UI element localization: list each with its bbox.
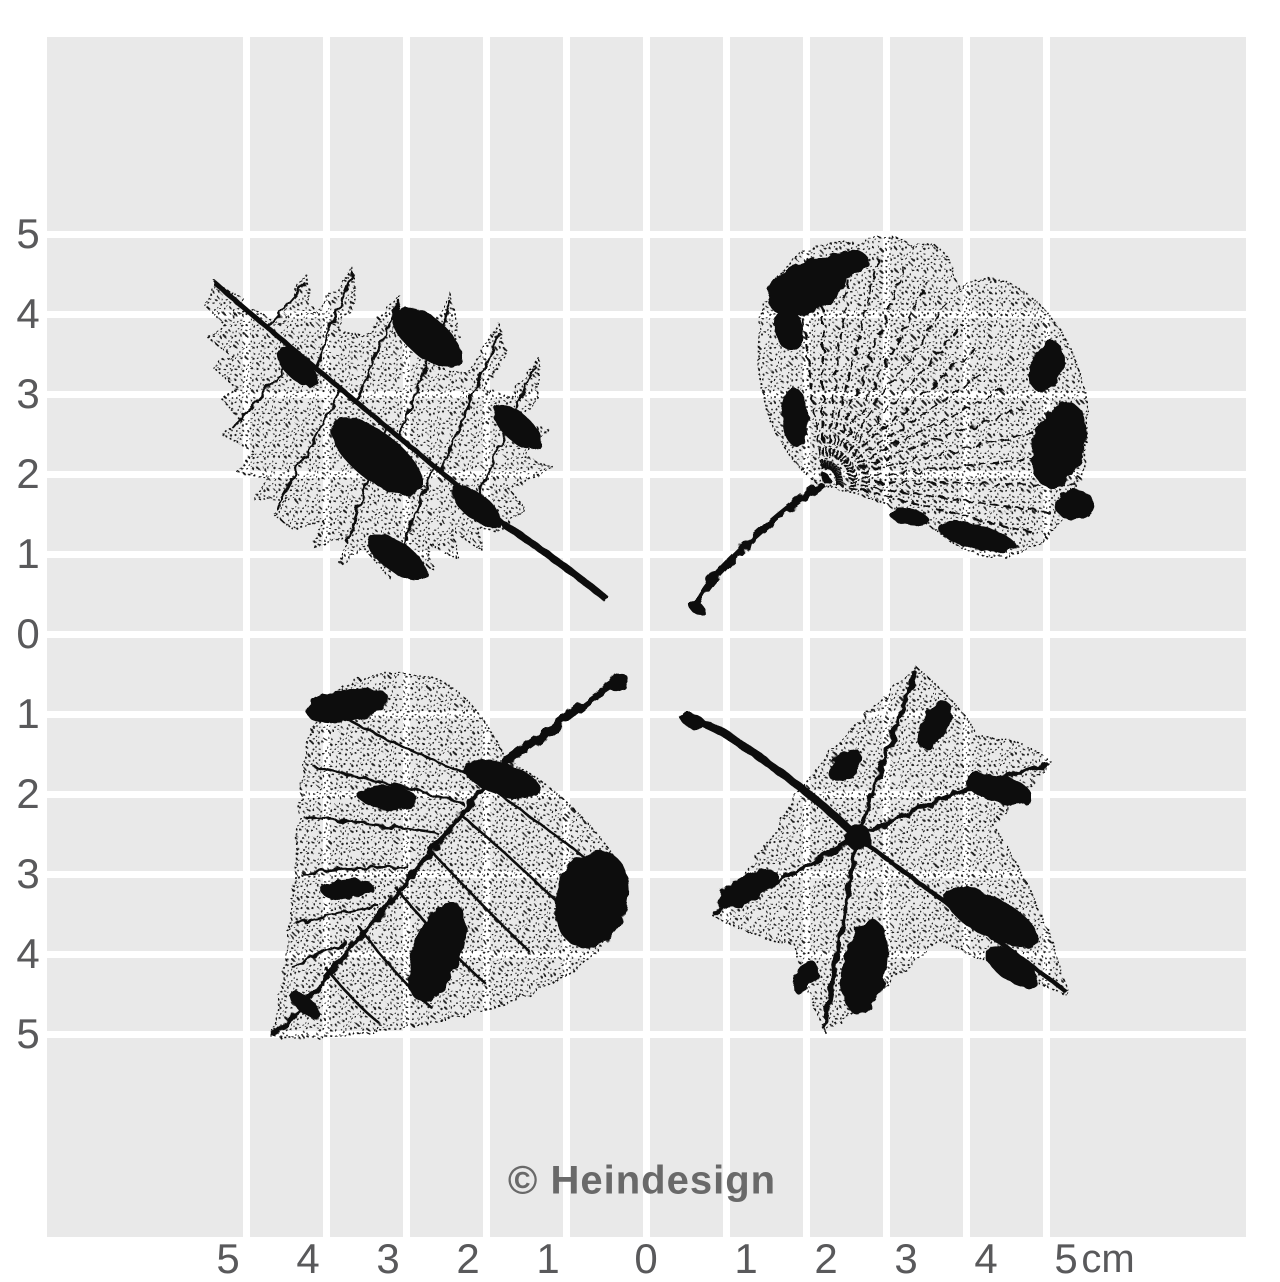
y-axis-label: 2 — [16, 770, 40, 817]
linden-midrib-vein — [272, 758, 509, 1038]
oak-ink-blotches — [277, 305, 542, 581]
linden-leaf-silhouette — [271, 672, 626, 1039]
ginkgo-vein-line — [822, 369, 988, 482]
gridline-horizontal — [47, 470, 1246, 478]
ginkgo-vein-line — [822, 324, 965, 482]
gridline-horizontal — [47, 790, 1246, 798]
ginkgo-ink-blotches — [767, 250, 1095, 553]
y-axis-label: 4 — [16, 930, 40, 977]
x-axis-label: 3 — [894, 1235, 918, 1282]
gridline-horizontal — [47, 230, 1246, 238]
y-axis-label: 3 — [16, 850, 40, 897]
ginkgo-stem-tip — [688, 600, 706, 616]
leaf-prints — [204, 236, 1095, 1039]
unit-label-cm: cm — [1081, 1237, 1135, 1281]
gridline-horizontal — [47, 870, 1246, 878]
linden-stem — [502, 678, 621, 765]
ginkgo-vein-line — [822, 480, 1035, 535]
ginkgo-vein-line — [822, 407, 1023, 482]
gridline-horizontal — [47, 710, 1246, 718]
ginkgo-vein-line — [822, 388, 1004, 482]
x-axis-label: 3 — [376, 1235, 400, 1282]
ivy-leaf-silhouette — [710, 666, 1070, 1034]
measurement-grid — [47, 37, 1246, 1237]
gridline-horizontal — [47, 950, 1246, 958]
x-axis-label: 1 — [536, 1235, 560, 1282]
y-axis-label: 2 — [16, 450, 40, 497]
oak-leaf-print — [204, 264, 609, 602]
x-axis-label: 2 — [456, 1235, 480, 1282]
ginkgo-vein-line — [822, 480, 1078, 487]
y-axis-label: 5 — [16, 210, 40, 257]
y-axis-label: 3 — [16, 370, 40, 417]
ivy-leaf-print — [680, 666, 1070, 1034]
gridline-horizontal — [47, 630, 1246, 638]
gridline-horizontal — [47, 1030, 1246, 1038]
x-axis-label: 1 — [734, 1235, 758, 1282]
y-axis-label: 0 — [16, 610, 40, 657]
y-axis-label: 5 — [16, 1010, 40, 1057]
gridline-horizontal — [47, 390, 1246, 398]
x-axis-label: 4 — [296, 1235, 320, 1282]
x-axis-label: 4 — [974, 1235, 998, 1282]
ginkgo-vein-line — [822, 454, 1066, 482]
linden-ink-blotches — [290, 687, 630, 1019]
ginkgo-leaf-print — [688, 236, 1095, 616]
copyright-text: © Heindesign — [507, 1158, 777, 1203]
y-axis-label: 1 — [16, 690, 40, 737]
x-axis-label: 0 — [634, 1235, 658, 1282]
ginkgo-vein-line — [822, 282, 930, 482]
ginkgo-vein-line — [822, 347, 977, 482]
x-axis-label: 2 — [814, 1235, 838, 1282]
gridline-horizontal — [47, 310, 1246, 318]
linden-stem-tip — [608, 674, 630, 692]
y-axis-label: 4 — [16, 290, 40, 337]
linden-leaf-print — [271, 672, 630, 1039]
y-axis-label: 1 — [16, 530, 40, 577]
x-axis-label: 5 — [1054, 1235, 1078, 1282]
ginkgo-stem — [691, 481, 824, 611]
ivy-ink-blotches — [716, 701, 1038, 1015]
oak-stem — [501, 521, 609, 602]
x-axis-label: 5 — [216, 1235, 240, 1282]
ginkgo-vein-line — [822, 429, 1044, 482]
ivy-stem-tip — [680, 711, 706, 731]
gridline-horizontal — [47, 550, 1246, 558]
ginkgo-vein-line — [822, 480, 1057, 515]
ginkgo-vein-line — [822, 301, 949, 482]
